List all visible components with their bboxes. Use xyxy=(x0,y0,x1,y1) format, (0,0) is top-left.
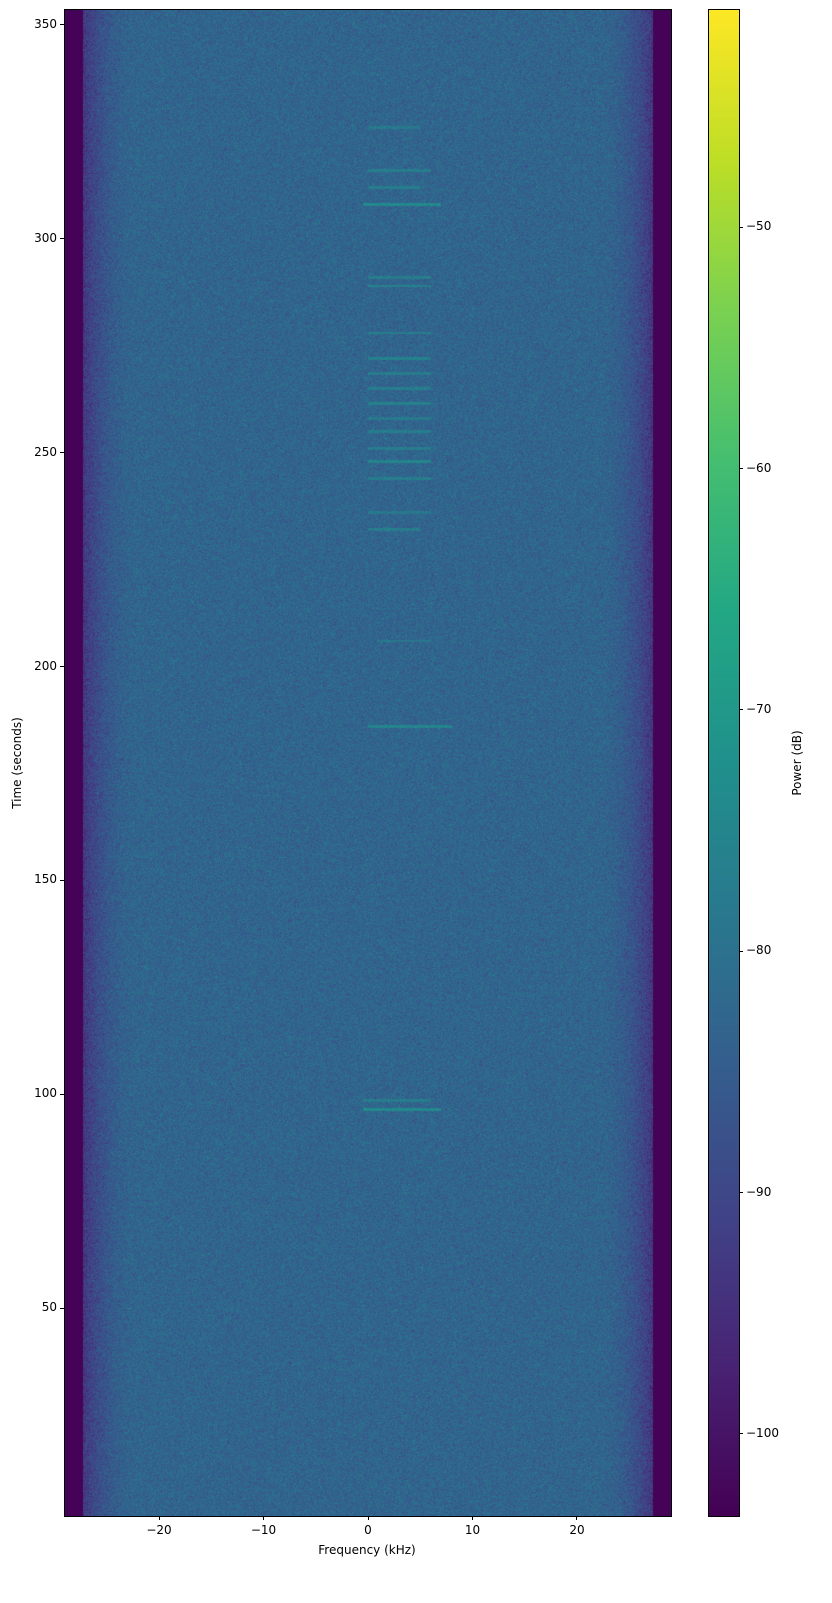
x-tick-label: −20 xyxy=(146,1523,172,1537)
colorbar-tick-label: −100 xyxy=(746,1425,779,1440)
y-tick-mark xyxy=(60,1093,64,1095)
y-tick-label: 150 xyxy=(34,872,57,887)
colorbar-tick-label: −90 xyxy=(746,1184,772,1199)
x-tick-label: 0 xyxy=(364,1523,372,1537)
colorbar-tick-label: −80 xyxy=(746,943,772,958)
colorbar-tick-mark xyxy=(739,950,743,952)
y-tick-label: 50 xyxy=(41,1300,57,1315)
spectrogram-plot-area xyxy=(64,9,672,1517)
colorbar-label: Power (dB) xyxy=(790,730,804,796)
y-tick-mark xyxy=(60,24,64,26)
y-tick-mark xyxy=(60,879,64,881)
y-tick-label: 200 xyxy=(34,658,57,673)
x-tick-label: 10 xyxy=(464,1523,481,1537)
x-tick-mark xyxy=(158,1516,160,1520)
colorbar-tick-mark xyxy=(739,1433,743,1435)
x-tick-mark xyxy=(471,1516,473,1520)
colorbar-tick-mark xyxy=(739,226,743,228)
colorbar xyxy=(708,9,740,1517)
y-axis-label: Time (seconds) xyxy=(10,717,24,809)
x-tick-mark xyxy=(263,1516,265,1520)
x-tick-label: 20 xyxy=(569,1523,585,1537)
x-tick-mark xyxy=(367,1516,369,1520)
colorbar-gradient xyxy=(709,10,739,1516)
y-tick-mark xyxy=(60,452,64,454)
plot-frame xyxy=(64,9,672,1517)
y-tick-mark xyxy=(60,238,64,240)
y-tick-label: 300 xyxy=(34,230,57,245)
y-tick-mark xyxy=(60,666,64,668)
colorbar-tick-label: −50 xyxy=(746,219,772,234)
y-tick-label: 350 xyxy=(34,16,57,31)
colorbar-tick-mark xyxy=(739,709,743,711)
colorbar-tick-mark xyxy=(739,468,743,470)
y-tick-label: 250 xyxy=(34,444,57,459)
y-tick-mark xyxy=(60,1307,64,1309)
x-tick-label: −10 xyxy=(250,1523,277,1537)
x-axis-label: Frequency (kHz) xyxy=(318,1543,416,1557)
colorbar-frame xyxy=(708,9,740,1517)
x-tick-mark xyxy=(576,1516,578,1520)
colorbar-tick-mark xyxy=(739,1192,743,1194)
y-tick-label: 100 xyxy=(34,1086,57,1101)
colorbar-tick-label: −60 xyxy=(746,460,772,475)
colorbar-tick-label: −70 xyxy=(746,701,772,716)
spectrogram-heatmap xyxy=(65,10,671,1516)
